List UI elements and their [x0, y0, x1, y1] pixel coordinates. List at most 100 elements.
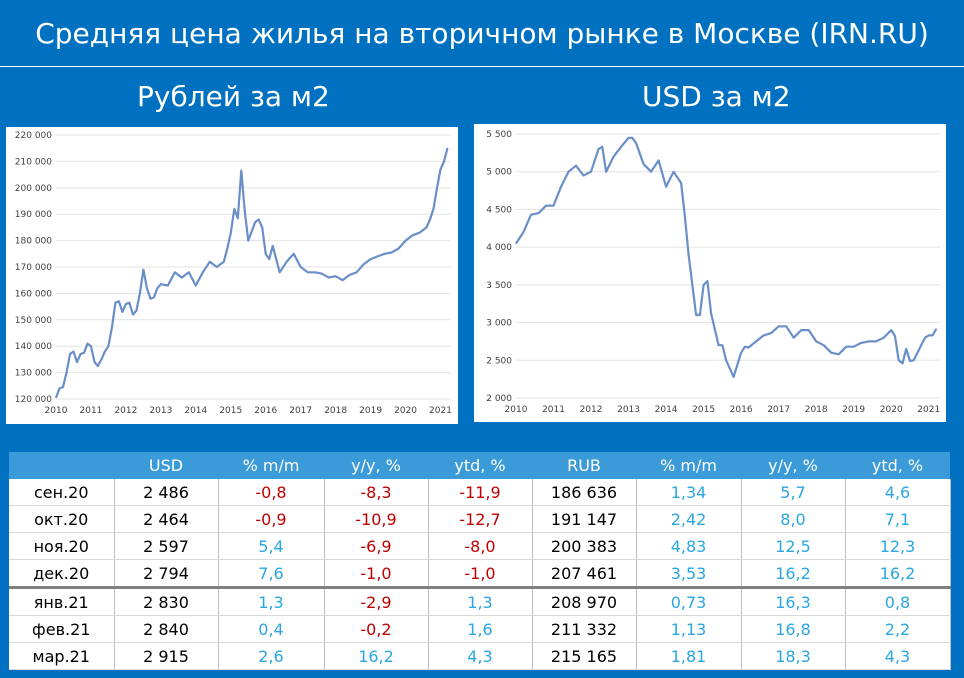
data-point — [72, 350, 75, 353]
data-point — [247, 240, 249, 242]
data-point — [76, 361, 78, 363]
data-point — [706, 280, 708, 282]
data-point — [100, 358, 103, 360]
data-point — [838, 353, 840, 355]
data-point — [356, 271, 358, 273]
data-point — [905, 348, 907, 350]
data-point — [575, 165, 577, 167]
data-point — [721, 344, 723, 346]
y-tick-label: 3 500 — [486, 281, 512, 291]
data-point — [515, 242, 517, 244]
table-cell: 215 165 — [532, 642, 637, 670]
data-point — [97, 365, 99, 367]
data-point — [237, 217, 239, 219]
data-point — [240, 170, 242, 172]
data-point — [202, 271, 204, 273]
data-point — [823, 344, 825, 346]
data-point — [111, 327, 113, 329]
table-row: фев.21 2 840 0,4 -0,2 1,6 211 332 1,13 16,8 2,2 — [9, 615, 951, 643]
data-point — [404, 240, 407, 242]
table-cell: 2 794 — [114, 559, 219, 588]
data-point — [128, 302, 131, 304]
y-tick-label: 2 500 — [486, 356, 512, 366]
y-tick-label: 5 000 — [486, 168, 512, 178]
data-point — [868, 340, 870, 343]
table-cell: 2 464 — [114, 505, 219, 533]
column-header: y/y, % — [324, 452, 428, 479]
data-point — [703, 284, 705, 286]
table-cell: -1,0 — [324, 559, 429, 588]
x-tick-label: 2011 — [542, 405, 565, 415]
y-tick-label: 160 000 — [15, 289, 52, 299]
data-point — [286, 261, 288, 263]
table-cell: 1,3 — [428, 586, 533, 616]
data-point — [763, 334, 765, 336]
title-bar: Средняя цена жилья на вторичном рынке в … — [0, 0, 964, 67]
series-line — [54, 147, 449, 399]
data-point — [552, 205, 555, 207]
table-row: янв.21 2 830 1,3 -2,9 1,3 208 970 0,73 16,3 0,8 — [9, 586, 951, 616]
x-tick-label: 2010 — [505, 405, 528, 415]
data-point — [935, 328, 937, 330]
x-tick-label: 2017 — [767, 405, 790, 415]
y-tick-label: 3 000 — [486, 319, 512, 329]
table-cell: 211 332 — [532, 615, 637, 643]
data-point — [740, 352, 742, 354]
table-cell: 1,6 — [428, 615, 533, 643]
table-cell: 4,3 — [428, 642, 533, 670]
data-point — [265, 253, 267, 255]
data-point — [300, 266, 302, 268]
data-point — [778, 325, 780, 327]
data-point — [390, 251, 393, 254]
table-cell: 12,5 — [741, 532, 846, 560]
data-point — [146, 287, 148, 289]
table-cell: -6,9 — [324, 532, 429, 560]
x-tick-label: 2013 — [617, 405, 640, 415]
data-point — [436, 187, 438, 189]
table-cell: 2 915 — [114, 642, 219, 670]
data-point — [725, 359, 727, 361]
data-point — [397, 247, 400, 250]
chart-rub: 120 000 130 000 140 000 150 000 160 000 170 0… — [15, 131, 452, 416]
data-point — [545, 205, 547, 207]
data-point — [582, 174, 585, 177]
table-cell: 8,0 — [741, 505, 846, 533]
data-point — [590, 171, 592, 173]
column-header: ytd, % — [428, 452, 532, 479]
x-tick-label: 2020 — [394, 406, 417, 416]
data-point — [135, 309, 137, 312]
table-cell: 16,8 — [741, 615, 846, 643]
table-cell: -0,9 — [218, 505, 325, 533]
data-point — [223, 261, 225, 263]
x-tick-label: 2015 — [692, 405, 715, 415]
table-cell: 208 970 — [532, 586, 637, 616]
x-tick-label: 2012 — [580, 405, 603, 415]
y-tick-label: 190 000 — [15, 210, 52, 220]
data-point — [808, 329, 810, 331]
data-point — [69, 353, 71, 355]
data-point — [718, 344, 720, 346]
data-point — [567, 171, 570, 173]
x-tick-label: 2012 — [114, 406, 137, 416]
table-cell: 4,3 — [845, 642, 951, 670]
data-point — [261, 226, 263, 228]
table-cell: -8,0 — [428, 532, 533, 560]
table-row: окт.20 2 464 -0,9 -10,9 -12,7 191 147 2,42 8,0 7… — [9, 505, 951, 533]
price-table-wrap: USD% m/m y/y, % ytd, % RUB% m/m y/y, % ytd, %… — [9, 452, 951, 670]
table-cell: 16,2 — [845, 559, 951, 588]
data-point — [898, 359, 900, 361]
data-point — [890, 329, 892, 331]
data-point — [920, 344, 922, 346]
x-tick-label: 2021 — [429, 406, 452, 416]
data-point — [733, 376, 735, 378]
data-point — [748, 346, 750, 349]
data-point — [560, 186, 562, 188]
data-point — [104, 350, 106, 353]
data-point — [755, 340, 757, 343]
data-point — [894, 335, 896, 337]
y-tick-label: 140 000 — [15, 342, 52, 352]
data-point — [443, 160, 445, 162]
series-line — [515, 136, 938, 378]
data-point — [744, 346, 746, 348]
row-label: ноя.20 — [9, 532, 115, 560]
